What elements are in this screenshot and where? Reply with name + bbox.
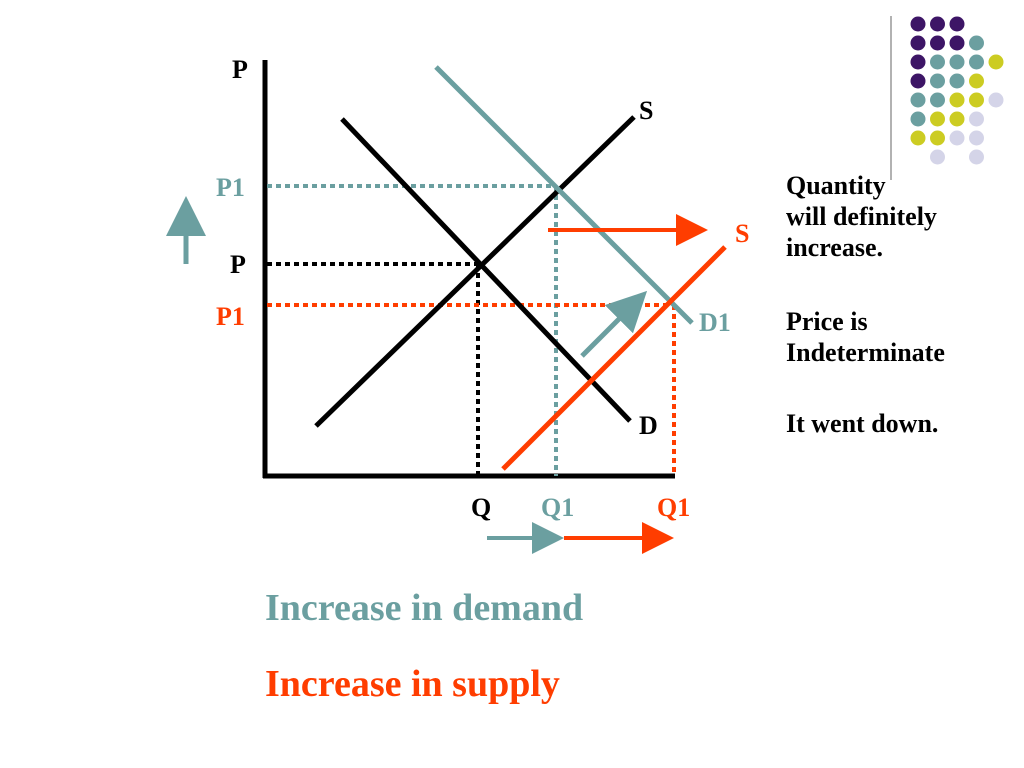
curve-label-s-shifted: S (735, 219, 749, 248)
decorative-dot (930, 16, 945, 32)
decorative-dot (930, 73, 945, 89)
decorative-dot (930, 111, 945, 127)
decorative-dot (910, 92, 926, 108)
decorative-dot (949, 92, 965, 108)
curve-label-d1: D1 (699, 308, 731, 337)
quantity-note: Quantity will definitely increase. (786, 170, 937, 264)
decorative-dot (969, 54, 984, 70)
quantity-label-q1-supply: Q1 (657, 493, 690, 522)
decorative-dot (949, 54, 965, 70)
decorative-dot (949, 16, 965, 32)
decorative-dot (949, 35, 965, 51)
demand-curve-d1 (434, 65, 694, 325)
quantity-label-q1-demand: Q1 (541, 493, 574, 522)
decorative-dot (988, 54, 1004, 70)
decorative-dot (949, 73, 965, 89)
decorative-dot (930, 130, 945, 146)
decorative-dot (930, 149, 945, 165)
decorative-dot (910, 54, 926, 70)
decorative-dot (969, 73, 984, 89)
decorative-dot (988, 92, 1004, 108)
decorative-dot (969, 92, 984, 108)
quantity-label-q: Q (471, 493, 491, 522)
curve-label-d: D (639, 411, 658, 440)
price-label-p: P (230, 250, 246, 279)
decorative-dot (969, 111, 984, 127)
y-axis-label: P (232, 55, 248, 84)
decorative-dot (930, 35, 945, 51)
decorative-dot (969, 130, 984, 146)
price-note: Price is Indeterminate (786, 306, 945, 368)
decorative-dot (969, 35, 984, 51)
price-note-line-2: Indeterminate (786, 338, 945, 368)
caption-increase-demand: Increase in demand (265, 587, 584, 629)
decorative-dot (969, 149, 984, 165)
price-label-p1-supply: P1 (216, 302, 245, 331)
price-note-line-1: Price is (786, 307, 868, 336)
decorative-dot (910, 111, 926, 127)
caption-increase-supply: Increase in supply (265, 663, 560, 705)
decorative-dot (949, 130, 965, 146)
supply-curve-s-shifted (501, 245, 727, 471)
decorative-dot (949, 111, 965, 127)
supply-curve-s (314, 115, 636, 428)
quantity-note-line-2: will definitely (786, 202, 937, 232)
demand-curve-d (340, 117, 632, 423)
quantity-note-line-3: increase. (786, 233, 883, 263)
decorative-dot (930, 92, 945, 108)
price-label-p1-demand: P1 (216, 173, 245, 202)
demand-shift-arrow (580, 290, 648, 358)
decorative-dot-grid (910, 16, 1004, 165)
decorative-dot (910, 130, 926, 146)
decorative-dot (930, 54, 945, 70)
quantity-note-line-1: Quantity (786, 171, 886, 200)
direction-note: It went down. (786, 409, 939, 438)
decorative-dot (910, 35, 926, 51)
decorative-dot (910, 16, 926, 32)
curve-label-s: S (639, 96, 653, 125)
decorative-dot (910, 73, 926, 89)
